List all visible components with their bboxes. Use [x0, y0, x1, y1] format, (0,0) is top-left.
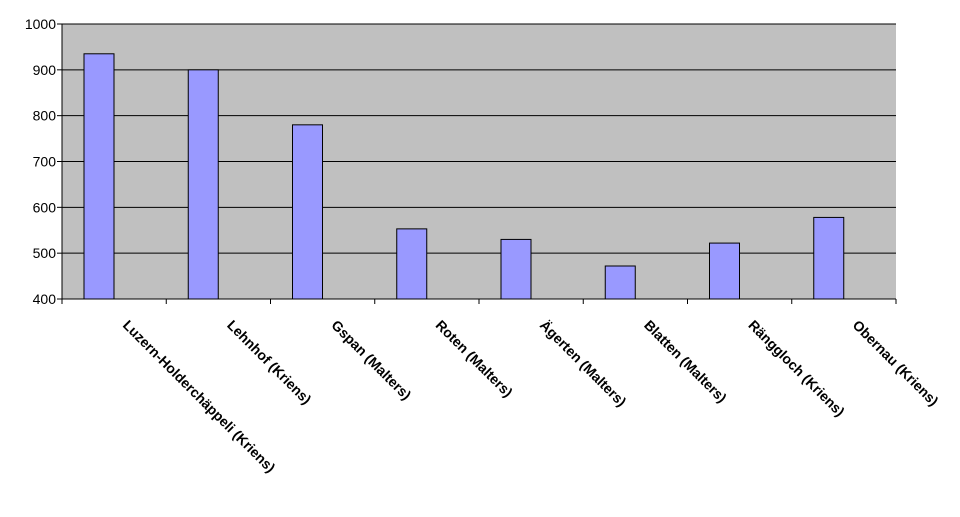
- y-tick-label: 900: [33, 62, 57, 78]
- y-tick-label: 800: [33, 108, 57, 124]
- bar: [292, 124, 323, 300]
- x-tick-label: Roten (Malters): [433, 317, 516, 400]
- y-tick-label: 400: [33, 291, 57, 307]
- x-tick-label: Lehnhof (Kriens): [224, 317, 315, 408]
- x-tick-label: Ägerten (Malters): [537, 317, 630, 410]
- x-tick-label: Ränggloch (Kriens): [745, 317, 848, 420]
- y-tick-label: 600: [33, 199, 57, 215]
- x-axis-labels: Luzern-Holderchäppeli (Kriens)Lehnhof (K…: [120, 317, 942, 476]
- bar: [709, 242, 740, 300]
- x-tick-label: Obernau (Kriens): [850, 317, 942, 409]
- bar: [500, 238, 532, 300]
- y-tick-label: 500: [33, 245, 57, 261]
- y-axis-ticks: 400 500 600 700 800 900 1000: [25, 16, 62, 307]
- bar: [396, 228, 428, 300]
- x-tick-label: Blatten (Malters): [641, 317, 730, 406]
- bar: [813, 216, 845, 300]
- bars: [83, 53, 845, 300]
- x-tick-label: Gspan (Malters): [328, 317, 414, 403]
- y-tick-label: 700: [33, 154, 57, 170]
- bar: [83, 53, 115, 300]
- bar: [187, 69, 219, 300]
- bar: [604, 265, 636, 300]
- y-tick-label: 1000: [25, 16, 56, 32]
